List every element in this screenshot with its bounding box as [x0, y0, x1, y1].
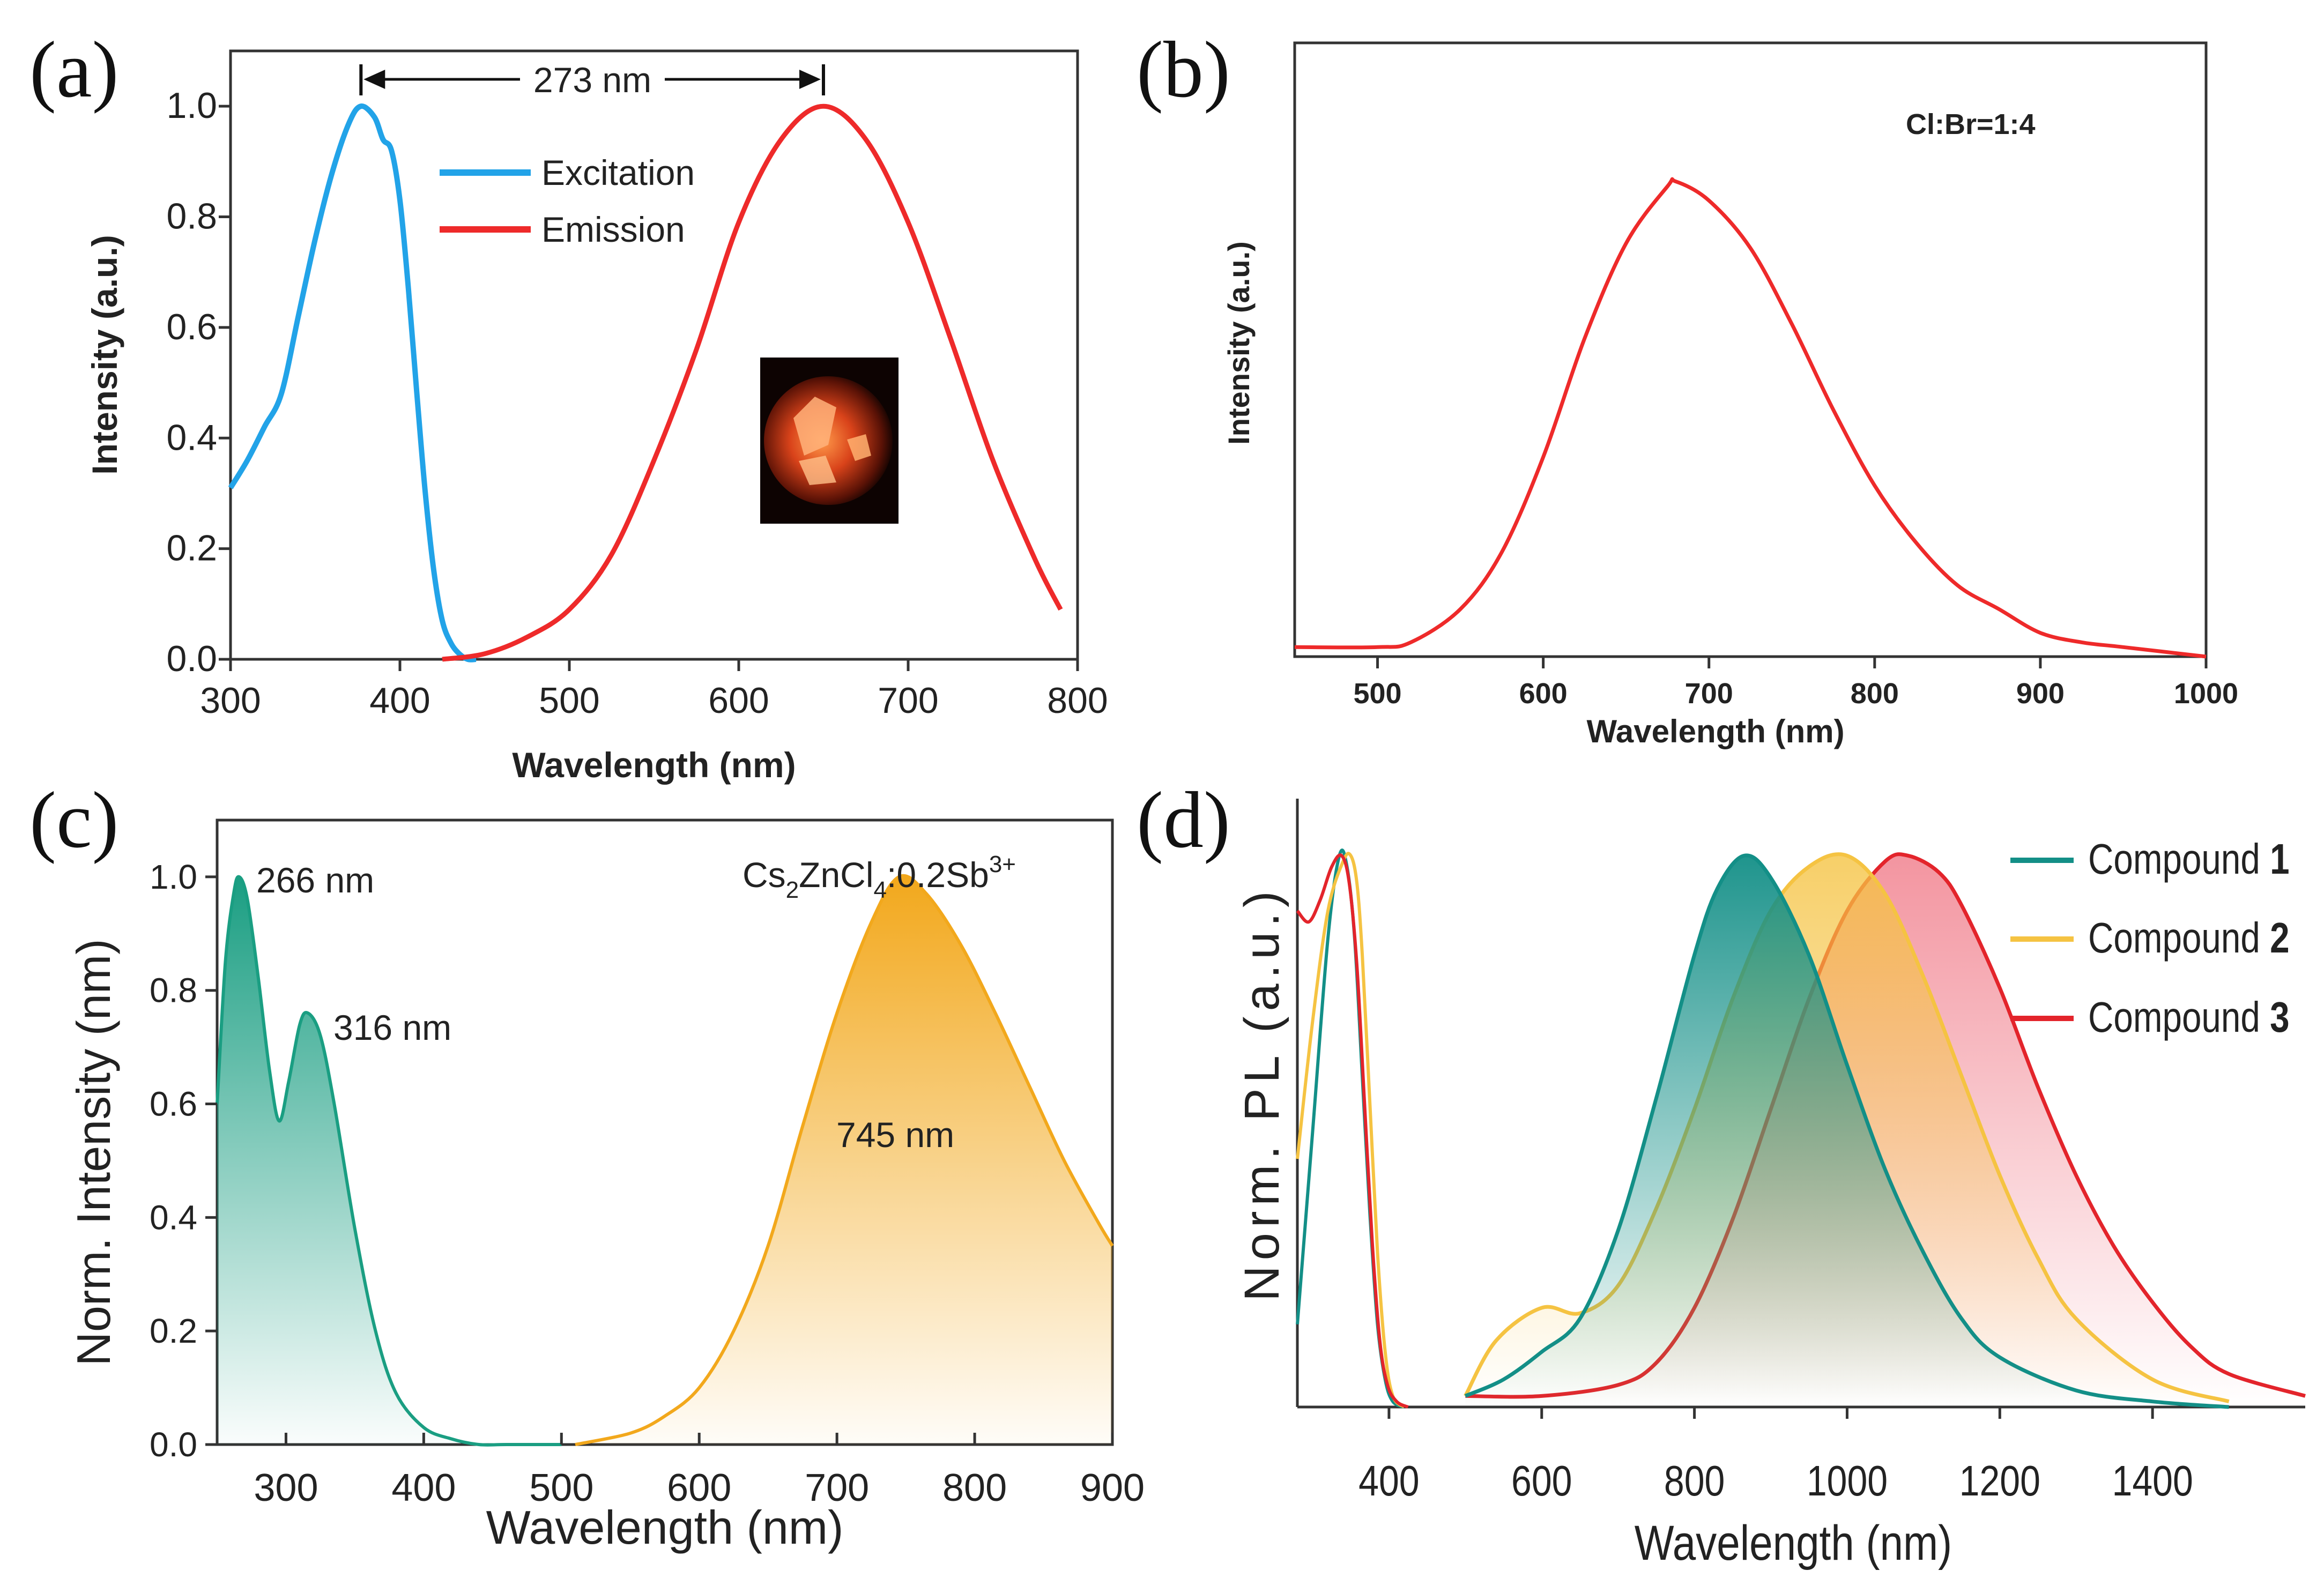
excitation-curve [228, 103, 477, 663]
emission-curve-area [575, 875, 1112, 1445]
span-label: 273 nm [533, 60, 651, 100]
x-tick-label: 600 [708, 680, 769, 721]
inset-photo-crystal [847, 434, 871, 461]
x-tick-label: 1000 [1807, 1457, 1888, 1505]
panel-d-x-ticks: 400 600 800 1000 1200 1400 [1358, 1407, 2193, 1505]
panel-c-x-axis-title: Wavelength (nm) [486, 1501, 844, 1554]
panel-c-letter: (c) [29, 776, 118, 865]
x-tick-label: 300 [254, 1467, 318, 1509]
panel-a-series [228, 103, 1063, 663]
y-tick-label: 0.2 [166, 528, 217, 569]
panel-a: (a) 300 400 500 600 700 800 0.0 0.2 0.4 0.6 0.8 1.… [29, 25, 1108, 785]
compound-formula-label: Cs2ZnCl4:0.2Sb3+ [743, 851, 1016, 903]
compound-1-emission-curve [1464, 853, 2229, 1409]
y-tick-label: 0.0 [150, 1425, 197, 1464]
y-tick-label: 0.8 [150, 971, 197, 1010]
x-tick-label: 700 [878, 680, 938, 721]
emission-curve [575, 874, 1114, 1446]
y-tick-label: 1.0 [150, 858, 197, 896]
excitation-curve-area [217, 876, 562, 1445]
x-tick-label: 600 [1519, 678, 1568, 710]
x-tick-label: 500 [1353, 678, 1401, 710]
panel-c-y-ticks: 0.0 0.2 0.4 0.6 0.8 1.0 [150, 858, 217, 1464]
compound-1-excitation-curve [1296, 848, 1405, 1409]
panel-b-y-axis-title: Intensity (a.u.) [1222, 241, 1256, 445]
panel-d: (d) 400 600 800 1000 1200 1400 Wavelength (nm… [1137, 776, 2306, 1570]
panel-b-series [1294, 177, 2207, 659]
x-tick-label: 500 [529, 1467, 593, 1509]
panel-d-letter: (d) [1137, 776, 1230, 865]
pl-emission-curve [1294, 177, 2207, 659]
y-tick-label: 0.4 [150, 1198, 197, 1237]
x-tick-label: 800 [942, 1467, 1007, 1509]
x-tick-label: 600 [1511, 1457, 1572, 1505]
panel-a-y-axis-title: Intensity (a.u.) [85, 235, 124, 474]
x-tick-label: 700 [1685, 678, 1733, 710]
y-tick-label: 1.0 [166, 85, 217, 126]
x-tick-label: 800 [1664, 1457, 1725, 1505]
panel-b-frame [1293, 41, 2208, 658]
legend-label-excitation: Excitation [541, 153, 695, 192]
compound-1-emission-curve-area [1465, 855, 2229, 1407]
x-tick-label: 300 [200, 680, 261, 721]
x-tick-label: 1400 [2112, 1457, 2193, 1505]
y-tick-label: 0.6 [166, 307, 217, 347]
legend-label-compound-3: Compound 3 [2088, 993, 2290, 1041]
x-tick-label: 400 [391, 1467, 456, 1509]
y-tick-label: 0.2 [150, 1312, 197, 1350]
x-tick-label: 400 [369, 680, 430, 721]
inset-photo-crystal [793, 397, 836, 456]
span-arrowhead-right [799, 70, 821, 89]
x-tick-label: 900 [2016, 678, 2065, 710]
x-tick-label: 900 [1080, 1467, 1145, 1509]
x-tick-label: 400 [1358, 1457, 1419, 1505]
compound-2-excitation-curve [1296, 852, 1406, 1409]
panel-a-x-ticks: 300 400 500 600 700 800 [200, 659, 1108, 721]
panel-c-y-axis-title: Norm. Intensity (nm) [67, 939, 120, 1366]
inset-photo-crystal [799, 456, 836, 485]
panel-c: (c) 300 400 500 600 700 800 900 0.00.20.40.60.… [29, 776, 1145, 1554]
panel-b-x-axis-title: Wavelength (nm) [1586, 713, 1844, 749]
y-tick-label: 0.0 [166, 638, 217, 679]
legend-label-emission: Emission [541, 210, 685, 249]
y-tick-label: 0.8 [166, 196, 217, 237]
x-tick-label: 800 [1047, 680, 1108, 721]
panel-a-y-ticks: 0.0 0.2 0.4 0.6 0.8 1.0 [166, 85, 231, 679]
x-tick-label: 800 [1851, 678, 1899, 710]
x-tick-label: 1200 [1959, 1457, 2040, 1505]
compound-3-excitation-curve [1296, 853, 1409, 1409]
panel-d-y-axis-title: Norm. PL (a.u.) [1235, 885, 1289, 1301]
panel-a-frame [229, 49, 1079, 661]
y-tick-label: 0.6 [150, 1085, 197, 1123]
peak-label-745: 745 nm [836, 1115, 954, 1155]
x-tick-label: 1000 [2174, 678, 2238, 710]
panel-c-x-ticks: 300 400 500 600 700 800 900 [254, 1433, 1145, 1509]
panel-a-letter: (a) [29, 25, 118, 114]
x-tick-label: 700 [805, 1467, 869, 1509]
panel-c-series [216, 874, 1114, 1447]
panel-d-x-axis-title: Wavelength (nm) [1635, 1516, 1952, 1570]
panel-b-x-ticks: 500 600 700 800 900 1000 [1353, 657, 2238, 710]
span-arrowhead-left [363, 70, 385, 89]
panel-d-legend: Compound 1 Compound 2 Compound 3 [2010, 835, 2290, 1041]
peak-label-316: 316 nm [333, 1008, 451, 1047]
x-tick-label: 600 [667, 1467, 731, 1509]
panel-d-series [1296, 848, 2306, 1409]
excitation-curve [216, 875, 562, 1447]
panel-b-letter: (b) [1137, 25, 1230, 114]
peak-label-266: 266 nm [256, 860, 374, 900]
emission-curve [442, 103, 1063, 662]
x-tick-label: 500 [539, 680, 599, 721]
panel-a-span-annotation: 273 nm [359, 60, 825, 100]
panel-b-ratio-label: Cl:Br=1:4 [1906, 108, 2036, 140]
inset-photo [760, 358, 899, 524]
y-tick-label: 0.4 [166, 417, 217, 458]
legend-label-compound-1: Compound 1 [2088, 835, 2290, 883]
panel-a-x-axis-title: Wavelength (nm) [512, 745, 796, 785]
panel-a-legend: Excitation Emission [440, 153, 695, 249]
legend-label-compound-2: Compound 2 [2088, 914, 2290, 962]
panel-b: (b) 500 600 700 800 900 1000 Wavelength (nm) … [1137, 25, 2238, 749]
